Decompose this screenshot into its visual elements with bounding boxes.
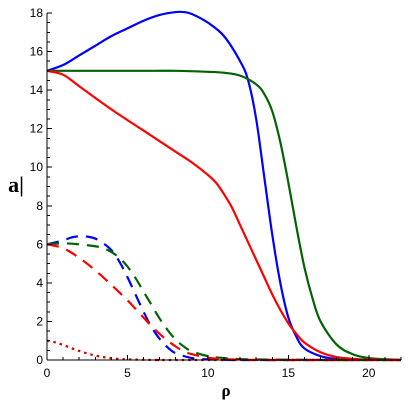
x-tick-label: 15 bbox=[282, 366, 296, 380]
y-tick-label: 16 bbox=[30, 45, 44, 59]
y-axis-label: a| bbox=[8, 172, 24, 197]
y-tick-label: 14 bbox=[30, 83, 44, 97]
y-tick-label: 10 bbox=[30, 160, 44, 174]
series-line-solid-0 bbox=[46, 10, 402, 362]
ticks-layer: 0 5 10 15 20 0 2 4 6 8 10 12 14 16 18 bbox=[30, 6, 402, 380]
x-tick-label: 20 bbox=[362, 366, 376, 380]
x-tick-label: 10 bbox=[201, 366, 215, 380]
y-tick-label: 4 bbox=[36, 276, 43, 290]
x-tick-label: 5 bbox=[124, 366, 131, 380]
series-line-dashed-5 bbox=[46, 243, 401, 362]
y-tick-label: 0 bbox=[36, 353, 43, 367]
y-tick-label: 12 bbox=[30, 122, 44, 136]
y-tick-label: 6 bbox=[36, 237, 43, 251]
series-layer bbox=[46, 10, 402, 362]
series-line-dashed-4 bbox=[46, 242, 401, 362]
y-tick-label: 18 bbox=[30, 6, 44, 20]
series-line-dashed-3 bbox=[46, 235, 401, 362]
y-tick-label: 8 bbox=[36, 199, 43, 213]
x-tick-label: 0 bbox=[44, 366, 51, 380]
y-tick-label: 2 bbox=[36, 314, 43, 328]
series-line-solid-2 bbox=[46, 69, 402, 362]
x-axis-label: ρ bbox=[221, 381, 230, 400]
series-line-solid-1 bbox=[47, 69, 402, 361]
axes-layer bbox=[46, 13, 401, 361]
